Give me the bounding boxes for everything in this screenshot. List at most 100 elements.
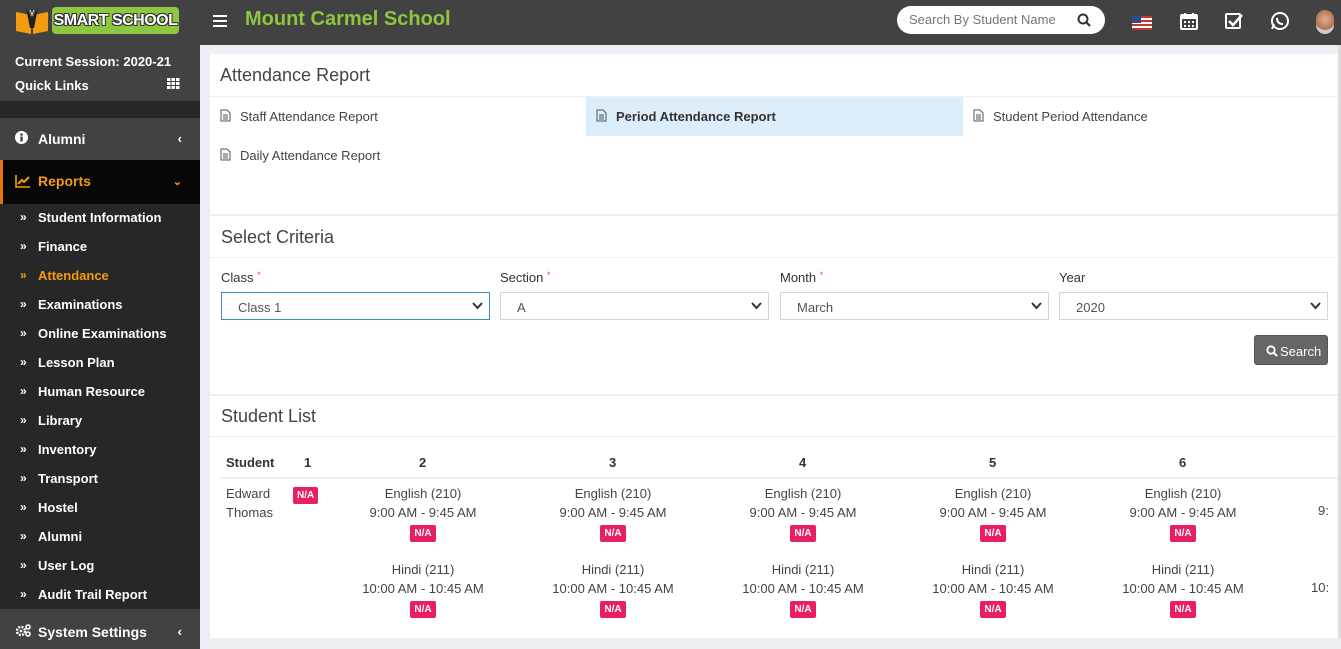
flag-us-icon[interactable] [1132,13,1152,33]
sidebar-item-label: Reports [38,173,91,189]
student-search[interactable] [897,6,1105,34]
link-staff-attendance-report[interactable]: Staff Attendance Report [210,97,587,136]
month-select[interactable]: March [780,292,1049,320]
na-badge: N/A [410,525,436,542]
student-list-panel: Student List [210,396,1338,638]
sidebar-subitem-library[interactable]: » Library [0,406,200,435]
sidebar-subitem-alumni[interactable]: » Alumni [0,522,200,551]
divider [210,96,1338,97]
sidebar-subitem-inventory[interactable]: » Inventory [0,435,200,464]
year-label: Year [1059,270,1086,285]
link-student-period-attendance[interactable]: Student Period Attendance [963,97,1340,136]
sidebar-subitem-student-information[interactable]: » Student Information [0,203,200,232]
sidebar-subitem-label: Online Examinations [38,326,167,341]
search-button[interactable]: Search [1254,335,1328,365]
student-search-input[interactable] [909,12,1059,27]
grid-icon[interactable] [167,78,180,89]
na-badge: N/A [1170,525,1196,542]
panel-title: Select Criteria [221,227,335,247]
attendance-report-panel: Attendance Report Staff Attendance Repor… [210,54,1338,214]
na-badge: N/A [293,487,319,504]
column-header-day-1: 1 [304,455,312,470]
quick-links[interactable]: Quick Links [15,78,89,93]
double-chevron-icon: » [20,239,27,253]
sidebar-subitem-online-examinations[interactable]: » Online Examinations [0,319,200,348]
student-name[interactable]: Edward Thomas [226,486,273,520]
link-period-attendance-report[interactable]: Period Attendance Report [586,97,963,136]
table-header-divider [221,477,1338,479]
sidebar-subitem-human-resource[interactable]: » Human Resource [0,377,200,406]
double-chevron-icon: » [20,471,27,485]
chevron-down-icon [751,302,762,310]
school-name: Mount Carmel School [245,8,451,30]
search-icon[interactable] [1077,13,1091,27]
double-chevron-icon: » [20,413,27,427]
sidebar-subitem-label: Human Resource [38,384,145,399]
page-scrollbar[interactable] [1338,45,1341,638]
sidebar-item-system-settings[interactable]: System Settings ‹ [0,609,200,649]
divider [210,257,1338,258]
task-checkbox-icon[interactable] [1224,11,1244,31]
period-subject: English (210) [1144,486,1222,501]
double-chevron-icon: » [20,529,27,543]
sidebar-subitem-hostel[interactable]: » Hostel [0,493,200,522]
period-subject: Hindi (211) [771,562,835,577]
sidebar-subitem-examinations[interactable]: » Examinations [0,290,200,319]
user-avatar[interactable] [1316,10,1334,34]
sidebar-item-alumni[interactable]: Alumni ‹ [0,118,200,160]
document-icon [220,148,231,161]
alumni-icon [15,131,28,144]
class-select[interactable]: Class 1 [221,292,490,320]
document-icon [596,109,607,122]
na-badge: N/A [600,601,626,618]
chevron-left-icon: ‹ [177,624,182,639]
sidebar-subitem-label: Audit Trail Report [38,587,148,602]
book-logo-icon [16,8,48,34]
sidebar-subitem-label: Transport [38,471,98,486]
double-chevron-icon: » [20,587,27,601]
sidebar-item-label: System Settings [38,624,147,640]
chevron-left-icon: ‹ [177,131,182,146]
na-badge: N/A [790,525,816,542]
sidebar-subitem-transport[interactable]: » Transport [0,464,200,493]
section-select[interactable]: A [500,292,769,320]
select-value: 2020 [1076,300,1105,315]
column-header-student: Student [226,455,275,470]
period-subject: English (210) [574,486,652,501]
sidebar-subitem-finance[interactable]: » Finance [0,232,200,261]
sidebar-subitem-label: Lesson Plan [38,355,115,370]
sidebar: Current Session: 2020-21 Quick Links Alu… [0,45,200,649]
whatsapp-icon[interactable] [1270,11,1290,31]
menu-toggle-icon[interactable] [213,12,227,32]
column-header-day-6: 6 [1179,455,1187,470]
document-icon [220,109,231,122]
sidebar-subitem-audit-trail-report[interactable]: » Audit Trail Report [0,580,200,609]
month-label: Month * [780,270,824,285]
sidebar-item-reports[interactable]: Reports ⌄ [0,160,200,204]
current-session: Current Session: 2020-21 [15,54,172,69]
sidebar-subitem-label: Inventory [38,442,97,457]
attendance-day-5: English (210) 9:00 AM - 9:45 AM N/A Hind… [898,484,1088,618]
sidebar-subitem-label: Student Information [38,210,162,225]
logo[interactable]: SMART SCHOOL [14,6,180,35]
section-label: Section * [500,270,551,285]
period-time: 10:00 AM - 10:45 AM [742,581,864,596]
calendar-icon[interactable] [1179,11,1199,31]
link-daily-attendance-report[interactable]: Daily Attendance Report [210,136,587,175]
period-time: 9:00 AM - 9:45 AM [559,505,667,520]
period-time: 9:00 AM - 9:45 AM [749,505,857,520]
column-header-day-3: 3 [609,455,617,470]
na-badge: N/A [1170,601,1196,618]
sidebar-subitem-user-log[interactable]: » User Log [0,551,200,580]
chevron-down-icon [1031,302,1042,310]
year-select[interactable]: 2020 [1059,292,1328,320]
sidebar-subitem-attendance[interactable]: » Attendance [0,261,200,290]
sidebar-subitem-lesson-plan[interactable]: » Lesson Plan [0,348,200,377]
link-label: Staff Attendance Report [240,109,378,124]
na-badge: N/A [980,601,1006,618]
period-time: 10:00 AM - 10:45 AM [1122,581,1244,596]
na-badge: N/A [980,525,1006,542]
double-chevron-icon: » [20,355,27,369]
attendance-day-6: English (210) 9:00 AM - 9:45 AM N/A Hind… [1088,484,1278,618]
sidebar-subitem-label: Finance [38,239,88,254]
